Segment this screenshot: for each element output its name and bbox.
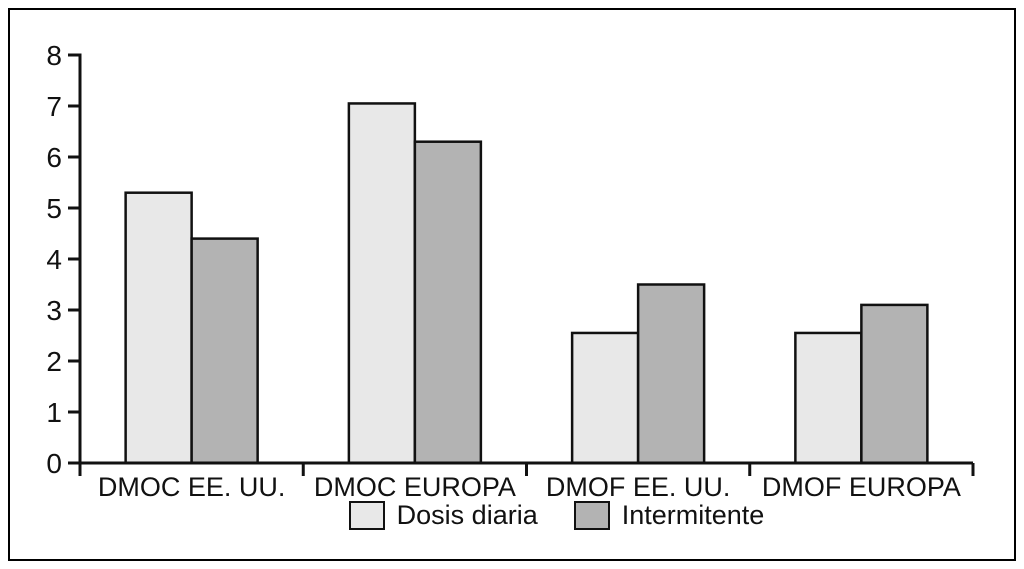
bar-intermitente xyxy=(860,303,929,465)
x-category-label: DMOC EUROPA xyxy=(314,472,516,502)
y-tick-label: 4 xyxy=(46,244,62,275)
bar-intermitente xyxy=(413,140,483,465)
legend-swatch xyxy=(348,501,385,530)
bar-dosis-diaria xyxy=(570,331,640,465)
legend-label: Intermitente xyxy=(621,500,765,530)
legend-item: Intermitente xyxy=(573,500,765,531)
y-tick-label: 0 xyxy=(46,448,62,479)
legend-swatch xyxy=(573,501,610,530)
y-tick-label: 8 xyxy=(46,40,62,71)
x-category-label: DMOC EE. UU. xyxy=(98,472,286,502)
x-category-label: DMOF EE. UU. xyxy=(546,472,731,502)
bar-dosis-diaria xyxy=(794,331,863,465)
bar-dosis-diaria xyxy=(347,102,417,465)
bar-dosis-diaria xyxy=(124,191,193,465)
y-tick-label: 2 xyxy=(46,346,62,377)
y-tick-label: 5 xyxy=(46,193,62,224)
y-tick-label: 3 xyxy=(46,295,62,326)
legend-item: Dosis diaria xyxy=(348,500,538,531)
bar-intermitente xyxy=(190,237,259,465)
y-tick-label: 6 xyxy=(46,142,62,173)
chart-legend: Dosis diaria Intermitente xyxy=(110,500,1003,531)
x-category-label: DMOF EUROPA xyxy=(762,472,961,502)
legend-label: Dosis diaria xyxy=(396,500,538,530)
y-tick-label: 1 xyxy=(46,397,62,428)
bar-intermitente xyxy=(636,283,706,465)
y-tick-label: 7 xyxy=(46,91,62,122)
